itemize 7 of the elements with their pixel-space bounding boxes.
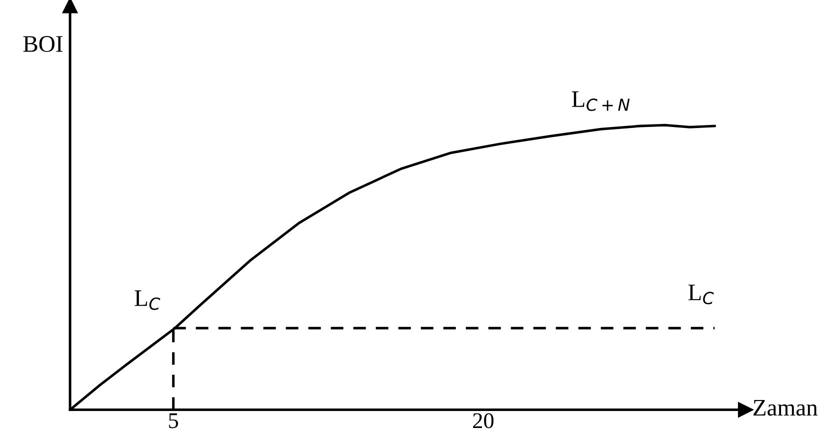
series-label: L$_{C}$ (688, 284, 714, 304)
x-tick-label: 5 (169, 413, 178, 428)
series-label: L$_{C+N}$ (572, 91, 630, 112)
x-tick-label: 20 (473, 413, 494, 428)
y-axis-title: BOI (23, 36, 62, 52)
annotation: L$_{C}$ (134, 290, 160, 310)
x-axis-title: Zaman (753, 400, 818, 416)
